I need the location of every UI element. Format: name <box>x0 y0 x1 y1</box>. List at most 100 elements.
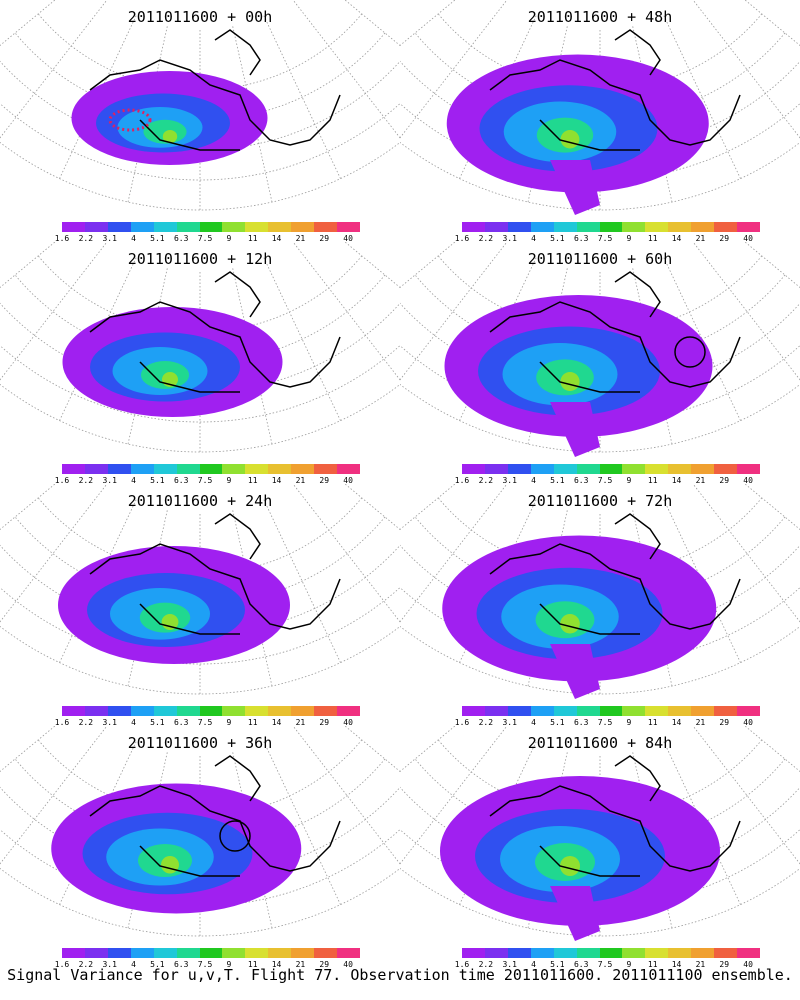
colorbar-swatch <box>130 706 154 716</box>
colorbar-swatch <box>484 222 508 232</box>
panel-title: 2011011600 + 36h <box>127 734 273 752</box>
colorbar-swatch <box>337 222 360 232</box>
variance-field <box>62 307 283 417</box>
colorbar-label: 6.3 <box>173 960 189 969</box>
colorbar-swatch <box>462 948 485 958</box>
colorbar-swatch <box>714 948 738 958</box>
colorbar-label: 7.5 <box>597 476 613 485</box>
colorbar-label: 4 <box>131 960 136 969</box>
colorbar-swatch <box>714 222 738 232</box>
colorbar-swatch <box>291 706 315 716</box>
colorbar-swatch <box>62 948 85 958</box>
colorbar-label: 40 <box>743 234 753 243</box>
colorbar-swatch <box>645 222 669 232</box>
colorbar-swatch <box>245 706 269 716</box>
variance-field <box>444 295 713 457</box>
colorbar-label: 3.1 <box>502 960 517 969</box>
map-plot <box>0 0 400 211</box>
colorbar-swatch <box>691 948 715 958</box>
colorbar <box>62 706 360 716</box>
coastline <box>89 513 341 635</box>
map-panel: 2011011600 + 72h 1.6 2.2 3.1 4 5.1 6.3 7.5 9 11 14… <box>400 484 800 729</box>
colorbar-label: 9 <box>226 718 232 727</box>
colorbar-swatch <box>222 464 246 474</box>
colorbar <box>462 222 760 232</box>
colorbar-swatch <box>245 948 269 958</box>
colorbar-label: 21 <box>695 234 706 243</box>
colorbar-swatch <box>222 706 246 716</box>
colorbar-label: 9 <box>226 960 232 969</box>
colorbar-label: 5.1 <box>550 718 565 727</box>
colorbar-labels: 1.6 2.2 3.1 4 5.1 6.3 7.5 9 11 14 21 29 40 <box>455 960 766 970</box>
variance-field <box>442 535 717 699</box>
colorbar-swatch <box>153 948 177 958</box>
colorbar-label: 5.1 <box>550 960 565 969</box>
colorbar-label: 9 <box>626 718 632 727</box>
colorbar-label: 7.5 <box>197 476 213 485</box>
colorbar-label: 1.6 <box>454 718 470 727</box>
colorbar-label: 21 <box>695 718 706 727</box>
colorbar-swatch <box>668 948 692 958</box>
colorbar-swatch <box>130 948 154 958</box>
colorbar-swatch <box>268 706 292 716</box>
colorbar-swatch <box>714 706 738 716</box>
panel-title: 2011011600 + 84h <box>527 734 673 752</box>
colorbar-labels: 1.6 2.2 3.1 4 5.1 6.3 7.5 9 11 14 21 29 40 <box>455 234 766 244</box>
colorbar-swatch <box>737 464 760 474</box>
colorbar-swatch <box>107 706 131 716</box>
colorbar-label: 14 <box>671 476 682 485</box>
colorbar-label: 11 <box>247 718 258 727</box>
colorbar-swatch <box>462 222 485 232</box>
variance-field <box>71 71 268 165</box>
colorbar-label: 7.5 <box>597 718 613 727</box>
colorbar-label: 1.6 <box>54 718 70 727</box>
colorbar-swatch <box>507 706 531 716</box>
target-circle <box>674 336 706 368</box>
colorbar-label: 4 <box>531 234 536 243</box>
colorbar-label: 7.5 <box>597 960 613 969</box>
colorbar-label: 11 <box>647 960 658 969</box>
colorbar-swatch <box>337 948 360 958</box>
colorbar-swatch <box>645 948 669 958</box>
colorbar-label: 5.1 <box>150 718 165 727</box>
colorbar-swatch <box>691 706 715 716</box>
colorbar-swatch <box>553 222 577 232</box>
map-plot <box>0 242 400 453</box>
colorbar-swatch <box>337 464 360 474</box>
map-plot <box>400 726 800 941</box>
colorbar-label: 2.2 <box>78 476 94 485</box>
colorbar-label: 4 <box>131 476 136 485</box>
colorbar-label: 40 <box>743 718 753 727</box>
colorbar-label: 21 <box>295 718 306 727</box>
colorbar-label: 6.3 <box>573 718 589 727</box>
colorbar-label: 4 <box>131 234 136 243</box>
colorbar-swatch <box>553 464 577 474</box>
colorbar-swatch <box>62 706 85 716</box>
colorbar-label: 21 <box>295 960 306 969</box>
colorbar-label: 4 <box>531 718 536 727</box>
colorbar-label: 29 <box>319 960 330 969</box>
colorbar-label: 29 <box>319 234 330 243</box>
colorbar-label: 7.5 <box>197 718 213 727</box>
colorbar-label: 40 <box>343 718 353 727</box>
colorbar-swatch <box>314 948 338 958</box>
colorbar-swatch <box>668 222 692 232</box>
target-circle <box>219 820 251 852</box>
colorbar-label: 9 <box>626 476 632 485</box>
colorbar-label: 7.5 <box>597 234 613 243</box>
colorbar-labels: 1.6 2.2 3.1 4 5.1 6.3 7.5 9 11 14 21 29 40 <box>55 234 366 244</box>
colorbar-label: 14 <box>271 476 282 485</box>
colorbar-label: 21 <box>695 476 706 485</box>
colorbar-label: 2.2 <box>78 960 94 969</box>
colorbar-label: 3.1 <box>102 960 117 969</box>
colorbar-label: 14 <box>671 960 682 969</box>
colorbar-label: 29 <box>719 960 730 969</box>
colorbar-label: 29 <box>719 234 730 243</box>
colorbar-swatch <box>507 222 531 232</box>
colorbar-swatch <box>222 222 246 232</box>
colorbar-labels: 1.6 2.2 3.1 4 5.1 6.3 7.5 9 11 14 21 29 40 <box>55 476 366 486</box>
colorbar-swatch <box>462 464 485 474</box>
colorbar-swatch <box>268 222 292 232</box>
map-panel: 2011011600 + 00h 1.6 2.2 3.1 4 5.1 6.3 7.5 9 11 14… <box>0 0 400 245</box>
colorbar-swatch <box>130 464 154 474</box>
